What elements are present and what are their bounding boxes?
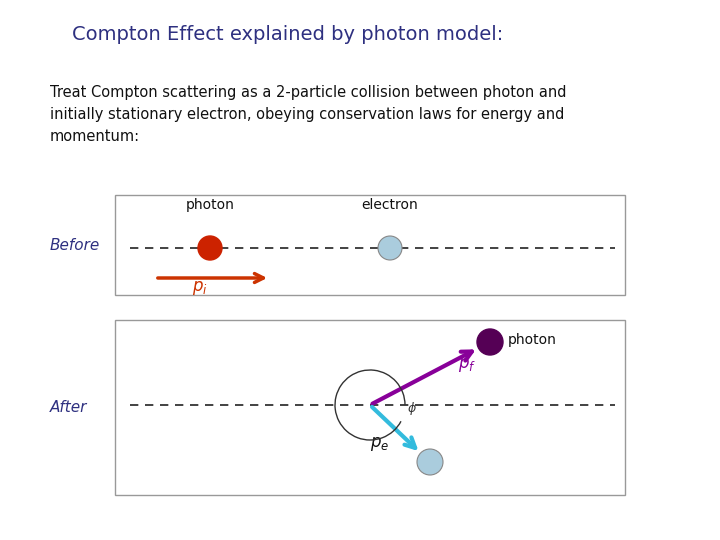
Text: Compton Effect explained by photon model:: Compton Effect explained by photon model… bbox=[72, 25, 503, 44]
Text: $p_e$: $p_e$ bbox=[370, 435, 390, 453]
FancyBboxPatch shape bbox=[115, 320, 625, 495]
Circle shape bbox=[198, 236, 222, 260]
Text: Before: Before bbox=[50, 238, 100, 253]
Text: $p_f$: $p_f$ bbox=[458, 356, 476, 374]
Text: After: After bbox=[50, 400, 87, 415]
Text: Treat Compton scattering as a 2-particle collision between photon and
initially : Treat Compton scattering as a 2-particle… bbox=[50, 85, 567, 144]
Text: $p_i$: $p_i$ bbox=[192, 279, 208, 297]
Text: $\phi$: $\phi$ bbox=[407, 400, 417, 417]
Circle shape bbox=[417, 449, 443, 475]
Circle shape bbox=[477, 329, 503, 355]
Circle shape bbox=[378, 236, 402, 260]
FancyBboxPatch shape bbox=[115, 195, 625, 295]
Text: photon: photon bbox=[508, 333, 557, 347]
Text: electron: electron bbox=[361, 198, 418, 212]
Text: photon: photon bbox=[186, 198, 235, 212]
